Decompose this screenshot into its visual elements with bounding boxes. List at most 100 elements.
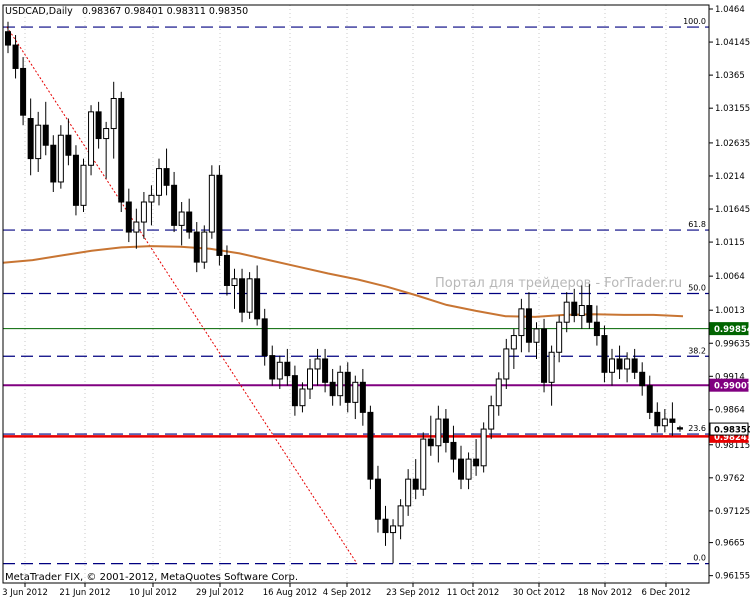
candle[interactable]: [480, 422, 487, 473]
candle[interactable]: [299, 382, 306, 413]
candle[interactable]: [239, 268, 246, 323]
candle[interactable]: [405, 469, 412, 516]
candle[interactable]: [359, 368, 366, 426]
candle[interactable]: [488, 395, 495, 440]
candle[interactable]: [556, 315, 563, 363]
candle[interactable]: [269, 345, 276, 386]
candle[interactable]: [322, 348, 329, 393]
candle[interactable]: [307, 358, 313, 400]
candle[interactable]: [156, 158, 162, 206]
candle[interactable]: [624, 352, 631, 383]
candle[interactable]: [193, 222, 200, 273]
candles[interactable]: [5, 21, 683, 564]
candle[interactable]: [140, 191, 147, 239]
candle[interactable]: [382, 505, 389, 546]
candle[interactable]: [661, 409, 668, 433]
candle[interactable]: [95, 101, 102, 149]
candle[interactable]: [261, 308, 268, 366]
candle[interactable]: [442, 409, 449, 453]
candle[interactable]: [88, 105, 95, 176]
candle[interactable]: [231, 268, 238, 309]
candle[interactable]: [125, 188, 132, 243]
candle[interactable]: [148, 185, 155, 226]
candle[interactable]: [601, 325, 608, 383]
fib-level-label: 61.8: [688, 220, 706, 229]
candle[interactable]: [65, 118, 72, 166]
candle[interactable]: [352, 375, 359, 420]
y-axis: 0.961550.96650.971250.97620.981150.98640…: [709, 5, 750, 582]
candle[interactable]: [27, 98, 34, 176]
candle[interactable]: [314, 348, 321, 386]
y-tick-label: 0.9762: [715, 474, 745, 484]
candle[interactable]: [495, 372, 502, 416]
candle[interactable]: [50, 135, 57, 192]
candle[interactable]: [533, 322, 540, 359]
candle[interactable]: [541, 318, 548, 393]
candle[interactable]: [676, 425, 683, 432]
candle[interactable]: [201, 225, 208, 269]
candle[interactable]: [12, 35, 19, 79]
candle[interactable]: [616, 345, 623, 379]
candle[interactable]: [178, 202, 185, 246]
candle[interactable]: [397, 499, 404, 540]
candle[interactable]: [586, 284, 593, 329]
candle[interactable]: [57, 125, 64, 189]
candle[interactable]: [593, 305, 600, 346]
candle[interactable]: [374, 465, 381, 533]
candle[interactable]: [337, 365, 344, 406]
candle[interactable]: [291, 365, 298, 416]
candle-body-bull: [80, 164, 87, 206]
candle[interactable]: [110, 81, 117, 159]
candle[interactable]: [609, 348, 615, 386]
candle[interactable]: [246, 272, 253, 319]
candle[interactable]: [450, 425, 457, 473]
candle[interactable]: [548, 345, 555, 406]
candle[interactable]: [103, 121, 110, 179]
candle[interactable]: [465, 452, 472, 490]
candle[interactable]: [276, 355, 283, 389]
price-tag-label: 0.98241: [714, 433, 750, 443]
candle[interactable]: [503, 338, 510, 389]
candle[interactable]: [518, 298, 525, 353]
candle[interactable]: [412, 459, 419, 500]
candle[interactable]: [133, 208, 140, 249]
candle[interactable]: [216, 165, 223, 266]
candle[interactable]: [208, 165, 215, 239]
candle[interactable]: [639, 362, 646, 396]
candle[interactable]: [420, 432, 427, 496]
candle[interactable]: [163, 148, 170, 196]
candle[interactable]: [473, 439, 480, 476]
candle[interactable]: [284, 348, 291, 386]
candle-body-bear: [412, 478, 419, 490]
candle[interactable]: [42, 101, 49, 156]
candle[interactable]: [186, 198, 193, 239]
candle[interactable]: [654, 402, 661, 433]
candle[interactable]: [390, 519, 397, 564]
candle[interactable]: [254, 265, 261, 326]
candle[interactable]: [571, 288, 578, 323]
candle[interactable]: [5, 21, 11, 54]
candle[interactable]: [525, 292, 532, 353]
candle[interactable]: [631, 348, 638, 379]
candle[interactable]: [344, 362, 351, 413]
price-tag-label: 0.99007: [714, 382, 750, 392]
candle[interactable]: [223, 245, 230, 296]
candle[interactable]: [80, 158, 87, 213]
candle[interactable]: [669, 402, 676, 436]
candle[interactable]: [510, 328, 517, 369]
candle[interactable]: [171, 171, 178, 233]
candle[interactable]: [72, 145, 79, 216]
candle[interactable]: [435, 405, 442, 463]
candle[interactable]: [646, 375, 653, 420]
candle[interactable]: [329, 368, 336, 406]
candle[interactable]: [20, 57, 27, 126]
candle[interactable]: [35, 111, 42, 172]
candle[interactable]: [458, 445, 464, 490]
candle[interactable]: [578, 285, 585, 329]
candle-body-bull: [563, 301, 570, 323]
candle[interactable]: [118, 91, 125, 213]
candle[interactable]: [427, 415, 434, 456]
candle-body-bull: [405, 478, 412, 507]
candle[interactable]: [367, 405, 374, 490]
candle[interactable]: [563, 292, 570, 333]
